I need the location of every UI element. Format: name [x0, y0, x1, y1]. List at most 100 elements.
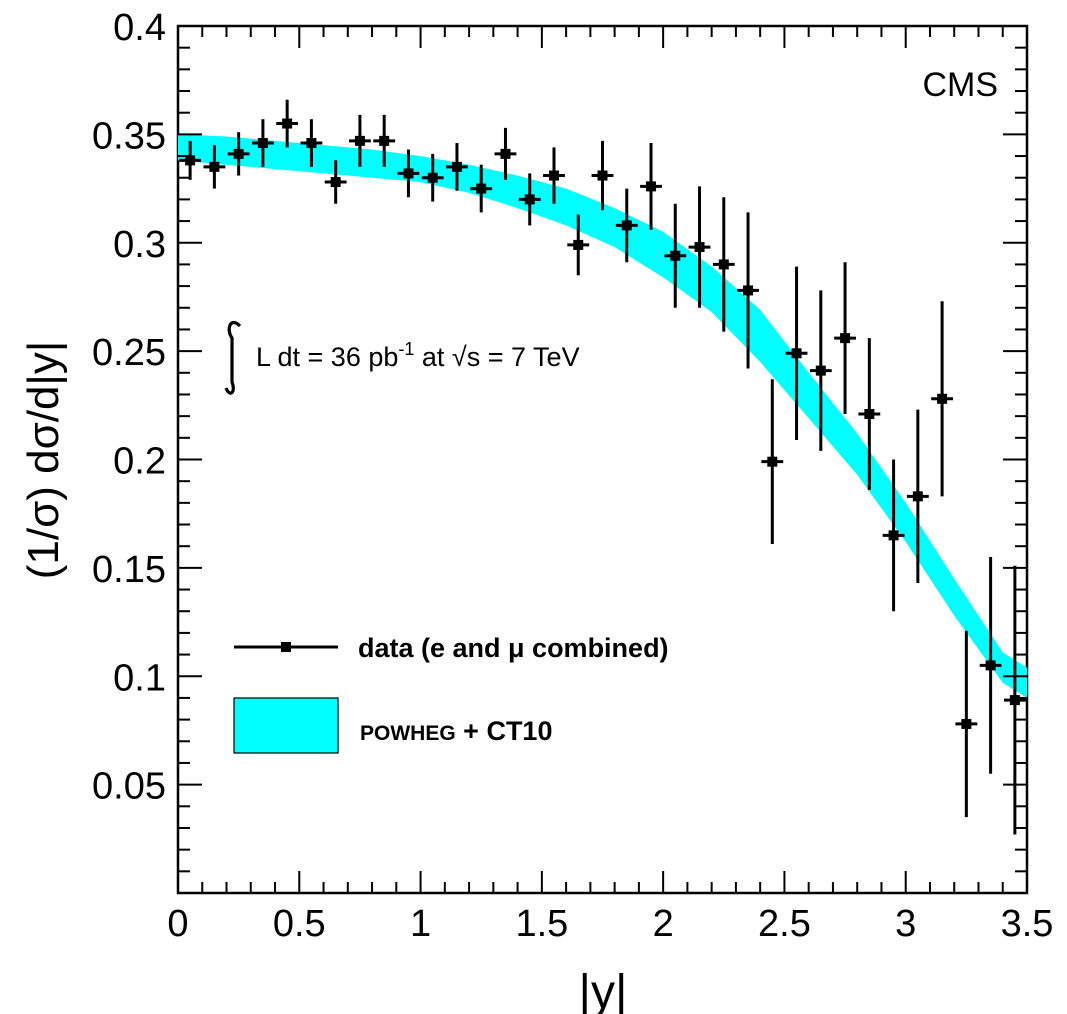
- data-point: [591, 140, 614, 211]
- data-point: [979, 557, 1002, 774]
- data-point: [761, 379, 784, 545]
- x-tick-label: 2: [653, 903, 674, 945]
- x-axis-label: |y|: [579, 966, 628, 1014]
- theory-band: [178, 134, 1027, 698]
- data-point: [882, 459, 905, 612]
- data-point: [615, 188, 638, 263]
- lumi-text: L dt = 36 pb-1 at √s = 7 TeV: [256, 339, 580, 372]
- integral-sign-icon: [224, 320, 242, 395]
- cms-label: CMS: [922, 66, 998, 104]
- y-tick-label: 0.35: [92, 115, 166, 157]
- x-tick-label: 3.5: [1001, 903, 1054, 945]
- point-marker: [840, 333, 851, 344]
- x-tick-labels: 0 0.5 1 1.5 2 2.5 3 3.5: [167, 903, 1053, 945]
- sqrt-icon: √: [452, 342, 467, 372]
- lumi-exponent: -1: [398, 339, 414, 359]
- y-tick-labels: 0.05 0.1 0.15 0.2 0.25 0.3 0.35 0.4: [92, 7, 166, 808]
- data-point: [373, 114, 396, 167]
- data-point: [300, 119, 323, 167]
- data-point: [712, 197, 735, 332]
- lumi-prefix: L dt = 36 pb: [256, 342, 398, 372]
- data-point: [397, 149, 420, 198]
- point-marker: [694, 242, 705, 253]
- point-marker: [670, 250, 681, 261]
- point-marker: [524, 194, 535, 205]
- y-tick-label: 0.2: [113, 441, 166, 483]
- data-point: [227, 132, 250, 176]
- y-tick-label: 0.15: [92, 549, 166, 591]
- point-marker: [354, 135, 365, 146]
- data-point: [446, 143, 468, 191]
- data-point: [324, 160, 347, 204]
- point-marker: [403, 168, 414, 179]
- data-points: [179, 99, 1026, 835]
- y-tick-label: 0.4: [113, 7, 166, 49]
- point-marker: [912, 491, 923, 502]
- point-marker: [573, 239, 584, 250]
- point-marker: [379, 135, 390, 146]
- point-marker: [185, 155, 196, 166]
- point-marker: [500, 148, 511, 159]
- point-marker: [743, 285, 754, 296]
- point-marker: [282, 118, 293, 129]
- point-marker: [233, 148, 244, 159]
- data-point: [688, 186, 711, 308]
- point-marker: [209, 161, 220, 172]
- point-marker: [985, 660, 996, 671]
- data-point: [179, 140, 202, 180]
- point-marker: [646, 181, 657, 192]
- x-tick-label: 1: [410, 903, 431, 945]
- data-point: [421, 153, 444, 202]
- point-marker: [451, 161, 462, 172]
- data-point: [251, 119, 274, 167]
- point-marker: [791, 348, 802, 359]
- legend-band-label-small: POWHEG: [360, 722, 456, 745]
- data-point: [664, 203, 687, 308]
- x-tick-label: 1.5: [515, 903, 568, 945]
- point-marker: [864, 408, 875, 419]
- data-point: [906, 409, 929, 584]
- data-point: [931, 301, 954, 497]
- data-point: [809, 290, 832, 451]
- axis-ticks: [177, 25, 1028, 894]
- data-point: [1003, 565, 1026, 835]
- lumi-annotation: L dt = 36 pb-1 at √s = 7 TeV: [224, 320, 580, 395]
- data-point: [834, 262, 856, 414]
- x-tick-label: 0: [167, 903, 188, 945]
- data-point: [640, 143, 662, 230]
- y-axis-label: (1/σ) dσ/d|y|: [19, 341, 68, 580]
- y-tick-label: 0.1: [113, 657, 166, 699]
- x-tick-label: 0.5: [273, 903, 326, 945]
- point-marker: [548, 170, 559, 181]
- y-tick-label: 0.25: [92, 332, 166, 374]
- legend: data (e and μ combined) POWHEG + CT10: [233, 633, 669, 754]
- point-marker: [815, 365, 826, 376]
- data-point: [276, 99, 299, 148]
- x-tick-label: 2.5: [758, 903, 811, 945]
- point-marker: [476, 183, 487, 194]
- data-point: [470, 164, 493, 213]
- point-marker: [597, 170, 608, 181]
- point-marker: [330, 177, 341, 188]
- data-point: [955, 630, 978, 818]
- legend-band-swatch: [233, 697, 339, 754]
- data-point: [785, 266, 808, 440]
- legend-band-label: POWHEG + CT10: [360, 716, 552, 746]
- point-marker: [306, 138, 317, 149]
- y-tick-label: 0.05: [92, 766, 166, 808]
- data-point: [518, 173, 541, 226]
- legend-band-label-rest: + CT10: [456, 716, 553, 746]
- point-marker: [718, 259, 729, 270]
- point-marker: [621, 220, 632, 231]
- point-marker: [257, 138, 268, 149]
- point-marker: [767, 456, 778, 467]
- legend-data-label: data (e and μ combined): [358, 633, 669, 663]
- data-point: [494, 127, 517, 180]
- point-marker: [427, 172, 438, 183]
- x-tick-label: 3: [895, 903, 916, 945]
- data-point: [858, 338, 881, 490]
- point-marker: [961, 718, 972, 729]
- legend-data-marker: [281, 642, 291, 652]
- point-marker: [937, 393, 948, 404]
